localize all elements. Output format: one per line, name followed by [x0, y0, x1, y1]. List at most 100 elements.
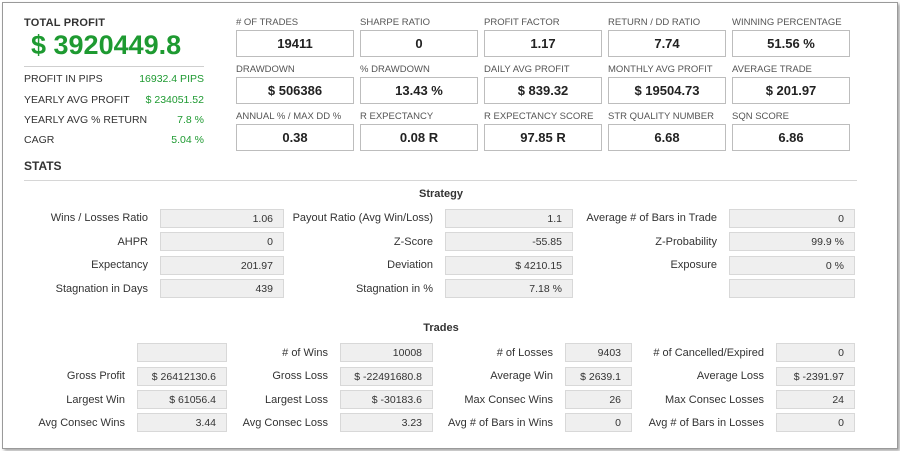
- stat-value: 0: [160, 232, 284, 251]
- metric-label: DRAWDOWN: [236, 64, 295, 75]
- metric-daily-avg-profit: DAILY AVG PROFIT $ 839.32: [484, 63, 602, 104]
- stat-value: 201.97: [160, 256, 284, 275]
- metric-r-expectancy-score: R EXPECTANCY SCORE 97.85 R: [484, 110, 602, 151]
- metric-label: # OF TRADES: [236, 17, 299, 28]
- stat-value: [137, 343, 227, 362]
- stat-label: Avg Consec Loss: [242, 417, 328, 429]
- metric-value: 97.85 R: [484, 124, 602, 151]
- stat-value: 0: [729, 209, 855, 228]
- stat-label: Average # of Bars in Trade: [586, 212, 717, 224]
- stat-value: $ 61056.4: [137, 390, 227, 409]
- metric-monthly-avg-profit: MONTHLY AVG PROFIT $ 19504.73: [608, 63, 726, 104]
- stat-value: 0 %: [729, 256, 855, 275]
- metric-label: STR QUALITY NUMBER: [608, 111, 714, 122]
- stat-value: 10008: [340, 343, 433, 362]
- stat-value: 3.23: [340, 413, 433, 432]
- summary-label: YEARLY AVG % RETURN: [24, 114, 148, 126]
- divider: [24, 180, 857, 181]
- stat-value: 7.18 %: [445, 279, 573, 298]
- stat-value: $ 4210.15: [445, 256, 573, 275]
- metric-value: 0.08 R: [360, 124, 478, 151]
- summary-value: $ 234051.52: [145, 94, 204, 106]
- stat-label: Average Win: [490, 370, 553, 382]
- metric-label: R EXPECTANCY SCORE: [484, 111, 594, 122]
- metric-label: ANNUAL % / MAX DD %: [236, 111, 342, 122]
- stat-label: Avg Consec Wins: [38, 417, 125, 429]
- total-profit-value: $ 3920449.8: [31, 30, 182, 60]
- metric-winning-percentage: WINNING PERCENTAGE 51.56 %: [732, 16, 850, 57]
- stat-label: # of Wins: [282, 347, 328, 359]
- stat-value: 0: [776, 413, 855, 432]
- divider: [24, 66, 204, 67]
- stat-label: Z-Score: [393, 236, 433, 248]
- stat-value: 9403: [565, 343, 632, 362]
- summary-row-yearly-avg-return: YEARLY AVG % RETURN 7.8 %: [24, 114, 204, 130]
- metric-label: R EXPECTANCY: [360, 111, 434, 122]
- metric-value: 0.38: [236, 124, 354, 151]
- stat-label: Expectancy: [91, 259, 148, 271]
- metric-label: % DRAWDOWN: [360, 64, 430, 75]
- stat-value: $ 26412130.6: [137, 367, 227, 386]
- metric-str-quality-number: STR QUALITY NUMBER 6.68: [608, 110, 726, 151]
- stat-label: Stagnation in Days: [55, 283, 148, 295]
- stat-label: Deviation: [387, 259, 433, 271]
- stat-label: Gross Loss: [272, 370, 328, 382]
- summary-row-yearly-avg-profit: YEARLY AVG PROFIT $ 234051.52: [24, 94, 204, 110]
- metric-label: AVERAGE TRADE: [732, 64, 812, 75]
- summary-row-cagr: CAGR 5.04 %: [24, 134, 204, 150]
- trades-title: Trades: [423, 322, 459, 334]
- stat-value: 26: [565, 390, 632, 409]
- stat-label: Exposure: [670, 259, 717, 271]
- stat-label: Max Consec Wins: [464, 394, 553, 406]
- metric-label: WINNING PERCENTAGE: [732, 17, 842, 28]
- metric-value: 6.68: [608, 124, 726, 151]
- stat-label: Stagnation in %: [355, 283, 433, 295]
- stat-label: Avg # of Bars in Losses: [648, 417, 764, 429]
- summary-value: 16932.4 PIPS: [139, 73, 204, 85]
- stat-value: -55.85: [445, 232, 573, 251]
- metric-label: RETURN / DD RATIO: [608, 17, 701, 28]
- metric-value: 7.74: [608, 30, 726, 57]
- stat-value: $ -22491680.8: [340, 367, 433, 386]
- stat-value: $ 2639.1: [565, 367, 632, 386]
- stat-value: 24: [776, 390, 855, 409]
- stat-label: Average Loss: [696, 370, 764, 382]
- summary-label: PROFIT IN PIPS: [24, 73, 103, 85]
- metric-value: 6.86: [732, 124, 850, 151]
- stat-value: 3.44: [137, 413, 227, 432]
- stat-label: Avg # of Bars in Wins: [448, 417, 553, 429]
- stats-heading: STATS: [24, 159, 62, 173]
- stat-label: Payout Ratio (Avg Win/Loss): [292, 212, 433, 224]
- metric-value: 1.17: [484, 30, 602, 57]
- stat-label: Largest Win: [66, 394, 125, 406]
- summary-value: 5.04 %: [171, 134, 204, 146]
- stat-value: 1.06: [160, 209, 284, 228]
- metric-percent-drawdown: % DRAWDOWN 13.43 %: [360, 63, 478, 104]
- stat-label: Gross Profit: [66, 370, 125, 382]
- strategy-title: Strategy: [418, 188, 464, 200]
- stat-value: [729, 279, 855, 298]
- metric-num-trades: # OF TRADES 19411: [236, 16, 354, 57]
- metric-annual-max-dd: ANNUAL % / MAX DD % 0.38: [236, 110, 354, 151]
- metric-label: SQN SCORE: [732, 111, 790, 122]
- summary-label: YEARLY AVG PROFIT: [24, 94, 130, 106]
- metric-return-dd-ratio: RETURN / DD RATIO 7.74: [608, 16, 726, 57]
- metric-average-trade: AVERAGE TRADE $ 201.97: [732, 63, 850, 104]
- metric-drawdown: DRAWDOWN $ 506386: [236, 63, 354, 104]
- stat-label: AHPR: [117, 236, 148, 248]
- metric-value: 51.56 %: [732, 30, 850, 57]
- metric-value: 19411: [236, 30, 354, 57]
- stat-label: # of Cancelled/Expired: [653, 347, 764, 359]
- metric-value: 13.43 %: [360, 77, 478, 104]
- total-profit-label: TOTAL PROFIT: [24, 17, 106, 29]
- stat-label: Wins / Losses Ratio: [50, 212, 148, 224]
- metric-value: $ 506386: [236, 77, 354, 104]
- stat-value: 0: [565, 413, 632, 432]
- stat-label: Z-Probability: [655, 236, 717, 248]
- metric-label: SHARPE RATIO: [360, 17, 431, 28]
- summary-value: 7.8 %: [177, 114, 204, 126]
- metric-r-expectancy: R EXPECTANCY 0.08 R: [360, 110, 478, 151]
- stat-value: $ -2391.97: [776, 367, 855, 386]
- metric-sqn-score: SQN SCORE 6.86: [732, 110, 850, 151]
- stat-label: # of Losses: [496, 347, 553, 359]
